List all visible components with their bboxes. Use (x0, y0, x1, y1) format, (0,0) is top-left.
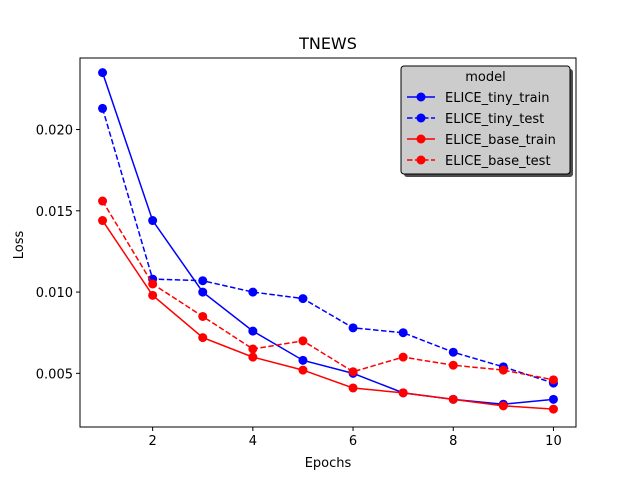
legend-title: model (465, 70, 505, 85)
legend-label-elice-tiny-test: ELICE_tiny_test (445, 112, 544, 127)
elice-base-test-line (101, 200, 554, 381)
x-tick-label: 6 (349, 434, 357, 449)
elice-base-test-point (248, 344, 258, 354)
y-tick-label: 0.015 (36, 205, 73, 220)
elice-base-train-point (198, 333, 208, 343)
elice-tiny-test-line (101, 108, 554, 384)
legend-label-elice-base-train: ELICE_base_train (445, 133, 556, 148)
x-tick-label: 10 (545, 434, 562, 449)
elice-base-train-point (98, 216, 108, 226)
elice-base-test-point (498, 365, 508, 375)
elice-base-test-point (398, 352, 408, 362)
elice-tiny-test-point (248, 287, 258, 297)
elice-tiny-train-point (298, 355, 308, 365)
elice-tiny-test-point (98, 103, 108, 113)
ticks-layer: 2 4 6 8 10 0.005 0.010 0.015 0.020 (36, 124, 562, 449)
chart-title: TNEWS (298, 34, 357, 53)
elice-base-train-point (348, 383, 358, 393)
elice-tiny-train-point (148, 216, 158, 226)
elice-tiny-test-point (298, 294, 308, 304)
elice-base-test-point (548, 375, 558, 385)
elice-base-train-point (298, 365, 308, 375)
plot-area-frame (79, 57, 577, 428)
elice-base-test-point (98, 196, 108, 206)
elice-tiny-test-point (448, 347, 458, 357)
legend-marker-elice-base-test (416, 155, 426, 165)
elice-tiny-test-point (398, 328, 408, 338)
elice-base-test-point (148, 279, 158, 289)
elice-base-test-point (348, 367, 358, 377)
elice-tiny-train-point (198, 287, 208, 297)
elice-base-train-point (148, 290, 158, 300)
legend-label-elice-tiny-train: ELICE_tiny_train (445, 91, 549, 106)
y-axis-label: Loss (12, 231, 27, 260)
y-tick-label: 0.020 (36, 124, 73, 139)
x-tick-label: 8 (449, 434, 457, 449)
elice-base-train-line (101, 220, 554, 410)
elice-base-test-point (198, 311, 208, 321)
x-tick-label: 4 (249, 434, 257, 449)
elice-base-test-point (298, 336, 308, 346)
elice-tiny-test-point (198, 276, 208, 286)
legend-label-elice-base-test: ELICE_base_test (445, 154, 551, 169)
legend-marker-elice-tiny-test (416, 113, 426, 123)
elice-tiny-train-point (548, 394, 558, 404)
x-tick-label: 2 (149, 434, 157, 449)
elice-tiny-train-line (101, 72, 554, 405)
elice-tiny-train-point (98, 68, 108, 78)
elice-base-train-point (248, 352, 258, 362)
x-axis-label: Epochs (305, 456, 352, 471)
series-layer (98, 68, 558, 414)
elice-base-train-point (548, 404, 558, 414)
elice-base-train-point (448, 394, 458, 404)
y-tick-label: 0.010 (36, 286, 73, 301)
elice-base-train-point (498, 401, 508, 411)
elice-tiny-train-point (248, 326, 258, 336)
elice-base-test-point (448, 360, 458, 370)
elice-tiny-test-point (348, 323, 358, 333)
y-tick-label: 0.005 (36, 367, 73, 382)
legend-marker-elice-tiny-train (416, 92, 426, 102)
elice-base-train-point (398, 388, 408, 398)
legend-box (400, 65, 571, 175)
legend: model ELICE_tiny_train ELICE_tiny_test ELIC… (400, 65, 573, 177)
legend-marker-elice-base-train (416, 134, 426, 144)
